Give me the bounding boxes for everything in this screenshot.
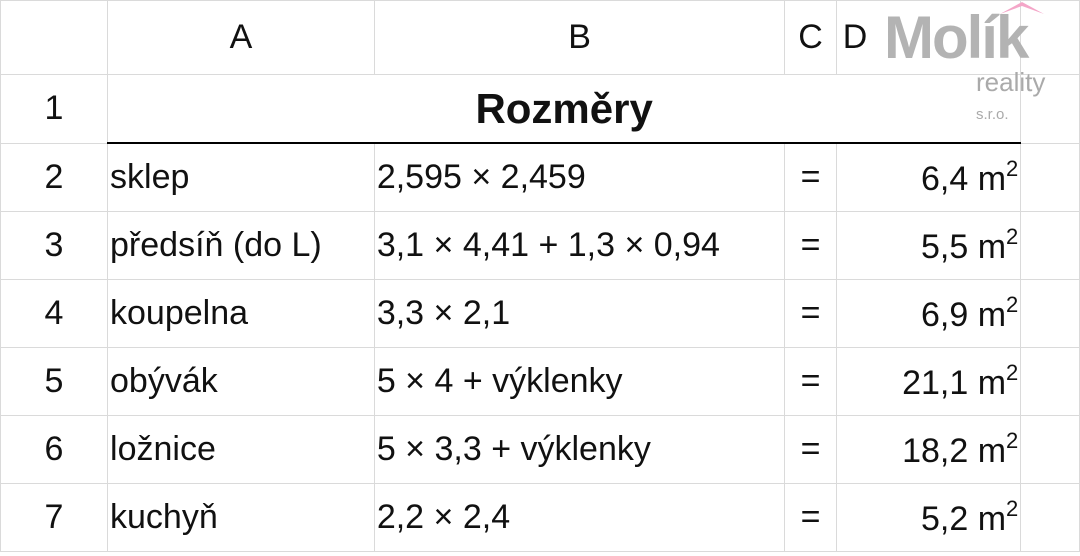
- cell[interactable]: [1020, 279, 1080, 348]
- area-cell[interactable]: 18,2 m2: [835, 415, 1022, 484]
- row-header[interactable]: 6: [0, 415, 109, 484]
- cell[interactable]: [1020, 347, 1080, 416]
- corner-cell[interactable]: [0, 0, 109, 75]
- table-row: 3 předsíň (do L) 3,1 × 4,41 + 1,3 × 0,94…: [0, 211, 1080, 280]
- equals-cell[interactable]: =: [784, 483, 837, 552]
- cell[interactable]: [1020, 74, 1080, 144]
- formula-cell[interactable]: 5 × 4 + výklenky: [373, 347, 786, 416]
- equals-cell[interactable]: =: [784, 211, 837, 280]
- table-row: 6 ložnice 5 × 3,3 + výklenky = 18,2 m2: [0, 415, 1080, 484]
- room-cell[interactable]: kuchyň: [107, 483, 375, 552]
- cell[interactable]: [1020, 483, 1080, 552]
- room-cell[interactable]: sklep: [107, 142, 375, 212]
- column-header-d-label: D: [842, 18, 868, 56]
- column-header-row: A B C D: [0, 0, 1080, 75]
- area-cell[interactable]: 6,9 m2: [835, 279, 1022, 348]
- room-cell[interactable]: obývák: [107, 347, 375, 416]
- equals-cell[interactable]: =: [784, 347, 837, 416]
- formula-cell[interactable]: 3,1 × 4,41 + 1,3 × 0,94: [373, 211, 786, 280]
- row-header[interactable]: 4: [0, 279, 109, 348]
- equals-cell[interactable]: =: [784, 279, 837, 348]
- column-header-c[interactable]: C: [784, 0, 837, 75]
- room-cell[interactable]: předsíň (do L): [107, 211, 375, 280]
- area-cell[interactable]: 5,2 m2: [835, 483, 1022, 552]
- equals-cell[interactable]: =: [784, 142, 837, 212]
- row-header[interactable]: 3: [0, 211, 109, 280]
- table-row: 1 Rozměry: [0, 74, 1080, 144]
- formula-cell[interactable]: 5 × 3,3 + výklenky: [373, 415, 786, 484]
- area-cell[interactable]: 5,5 m2: [835, 211, 1022, 280]
- column-header-d[interactable]: D: [835, 0, 1022, 75]
- area-cell[interactable]: 21,1 m2: [835, 347, 1022, 416]
- cell[interactable]: [1020, 142, 1080, 212]
- column-header-e[interactable]: [1020, 0, 1080, 75]
- equals-cell[interactable]: =: [784, 415, 837, 484]
- area-cell[interactable]: 6,4 m2: [835, 142, 1022, 212]
- row-header[interactable]: 7: [0, 483, 109, 552]
- formula-cell[interactable]: 2,595 × 2,459: [373, 142, 786, 212]
- column-header-b[interactable]: B: [373, 0, 786, 75]
- table-row: 4 koupelna 3,3 × 2,1 = 6,9 m2: [0, 279, 1080, 348]
- row-header[interactable]: 5: [0, 347, 109, 416]
- formula-cell[interactable]: 2,2 × 2,4: [373, 483, 786, 552]
- cell[interactable]: [1020, 415, 1080, 484]
- title-text: Rozměry: [475, 84, 653, 132]
- title-cell[interactable]: Rozměry: [107, 74, 1022, 144]
- formula-cell[interactable]: 3,3 × 2,1: [373, 279, 786, 348]
- table-row: 2 sklep 2,595 × 2,459 = 6,4 m2: [0, 142, 1080, 212]
- table-row: 5 obývák 5 × 4 + výklenky = 21,1 m2: [0, 347, 1080, 416]
- room-cell[interactable]: koupelna: [107, 279, 375, 348]
- row-header[interactable]: 2: [0, 142, 109, 212]
- row-header[interactable]: 1: [0, 74, 109, 144]
- cell[interactable]: [1020, 211, 1080, 280]
- column-header-a[interactable]: A: [107, 0, 375, 75]
- table-row: 7 kuchyň 2,2 × 2,4 = 5,2 m2: [0, 483, 1080, 552]
- room-cell[interactable]: ložnice: [107, 415, 375, 484]
